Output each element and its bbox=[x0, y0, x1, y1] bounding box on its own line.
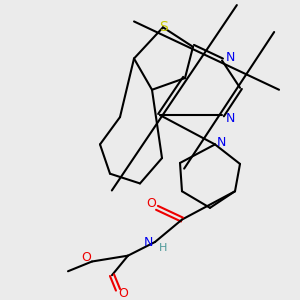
Text: H: H bbox=[159, 243, 167, 253]
Text: N: N bbox=[225, 51, 235, 64]
Text: O: O bbox=[81, 251, 91, 264]
Text: O: O bbox=[146, 197, 156, 210]
Text: N: N bbox=[143, 236, 153, 250]
Text: N: N bbox=[225, 112, 235, 124]
Text: S: S bbox=[159, 20, 167, 34]
Text: O: O bbox=[118, 287, 128, 300]
Text: N: N bbox=[216, 136, 226, 149]
